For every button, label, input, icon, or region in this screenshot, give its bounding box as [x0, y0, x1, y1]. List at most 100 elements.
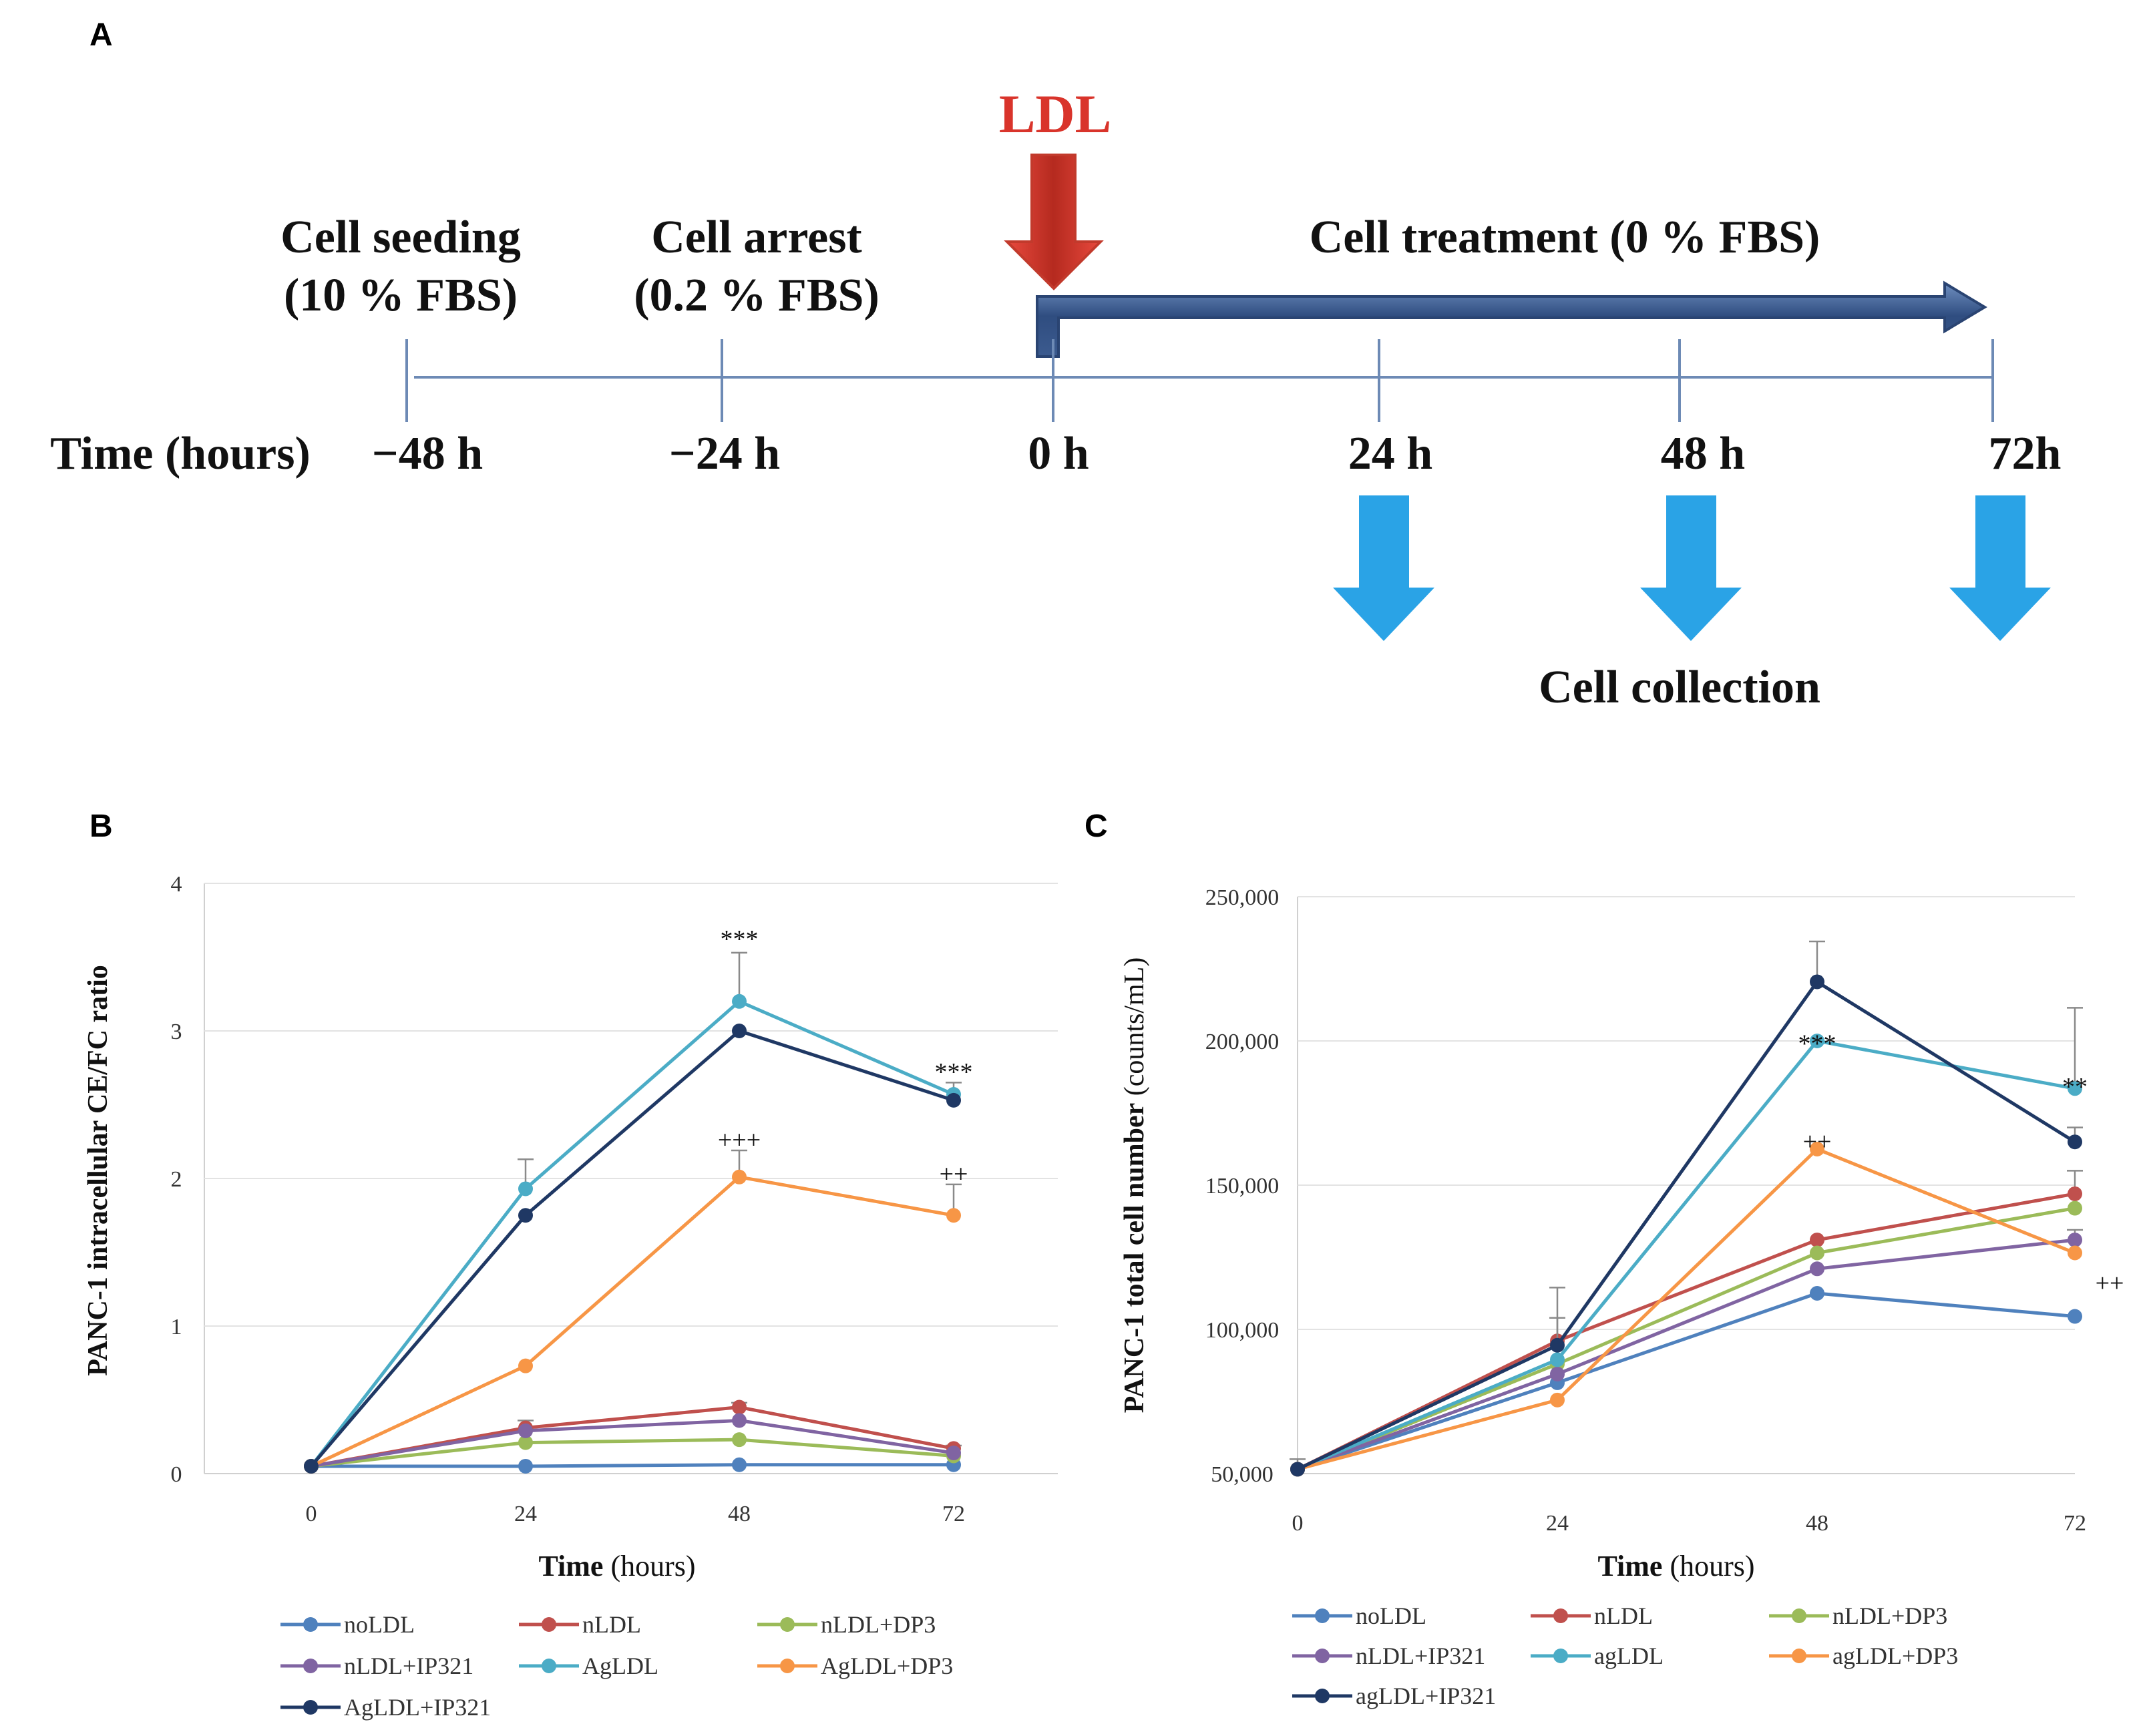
legend-label: AgLDL+IP321: [344, 1694, 491, 1721]
data-point: [1550, 1352, 1565, 1367]
legend-marker: [1792, 1608, 1806, 1623]
data-point: [518, 1435, 533, 1450]
chart-b-ytick-label: 4: [171, 872, 182, 897]
data-point: [2068, 1186, 2082, 1201]
legend-marker: [1553, 1649, 1568, 1663]
legend-label: agLDL+IP321: [1356, 1683, 1496, 1709]
data-point: [732, 1024, 747, 1038]
chart-b-ylabel: PANC-1 intracellular CE/FC ratio: [83, 965, 114, 1376]
chart-c-xlabel-bold: Time: [1597, 1550, 1662, 1582]
series-line-agldl-dp3: [1297, 1147, 2076, 1471]
legend-marker: [1315, 1689, 1330, 1703]
legend-label: noLDL: [344, 1611, 415, 1638]
data-point: [2068, 1081, 2082, 1096]
legend-label: nLDL+IP321: [1356, 1643, 1485, 1669]
data-point: [732, 1432, 747, 1448]
chart-b-xtick-label: 48: [728, 1502, 751, 1526]
chart-c-xtick-label: 0: [1292, 1511, 1304, 1536]
chart-b-xtick-label: 72: [942, 1502, 965, 1526]
data-point: [518, 1208, 533, 1223]
tick-label: −24 h: [669, 428, 780, 479]
data-point: [1550, 1366, 1565, 1381]
data-point: [2068, 1309, 2082, 1324]
legend-marker: [1315, 1608, 1330, 1623]
chart-c-ylabel: PANC-1 total cell number (counts/mL): [1119, 957, 1150, 1414]
data-point: [732, 1399, 747, 1415]
legend-label: AgLDL+DP3: [821, 1653, 953, 1679]
collection-arrow-icon: [1640, 495, 1742, 641]
legend-marker: [1553, 1608, 1568, 1623]
chart-c-ytick-label: 200,000: [1205, 1030, 1280, 1054]
data-point: [1810, 974, 1824, 990]
stage-seeding-sub: (10 % FBS): [284, 270, 518, 321]
series-line-agldl: [310, 1000, 954, 1468]
data-point: [1810, 1261, 1824, 1277]
legend-label: noLDL: [1356, 1602, 1426, 1629]
legend-label: nLDL+IP321: [344, 1653, 473, 1679]
panel-b-label: B: [89, 809, 113, 844]
chart-c-xtick-label: 24: [1546, 1511, 1569, 1536]
data-point: [732, 1457, 747, 1472]
chart-c-xlabel-rest: (hours): [1662, 1550, 1754, 1582]
data-point: [2068, 1134, 2082, 1150]
significance-annotation: **: [2062, 1073, 2088, 1101]
legend-label: agLDL+DP3: [1832, 1643, 1958, 1669]
panel-a-label: A: [89, 17, 113, 53]
data-point: [1550, 1392, 1565, 1407]
stage-arrest-sub: (0.2 % FBS): [634, 270, 880, 321]
series-line-noldl: [1297, 1291, 2076, 1471]
data-point: [2068, 1245, 2082, 1261]
legend-label: nLDL: [1594, 1602, 1653, 1629]
legend-marker: [780, 1659, 795, 1673]
chart-c-ytick-label: 100,000: [1205, 1318, 1280, 1343]
legend-marker: [303, 1617, 318, 1632]
collection-label: Cell collection: [1539, 662, 1820, 713]
legend-marker: [303, 1700, 318, 1715]
legend-marker: [303, 1659, 318, 1673]
data-point: [1810, 1245, 1824, 1261]
data-point: [1810, 1142, 1824, 1156]
significance-annotation: ***: [935, 1058, 973, 1086]
data-point: [1550, 1337, 1565, 1353]
data-point: [1810, 1286, 1824, 1301]
data-point: [518, 1358, 533, 1373]
chart-b-xlabel-rest: (hours): [603, 1550, 695, 1582]
chart-c-xtick-label: 72: [2064, 1511, 2086, 1536]
legend-label: nLDL+DP3: [1832, 1602, 1947, 1629]
significance-annotation: ++: [940, 1160, 968, 1188]
chart-c-ylabel-bold: PANC-1 total cell number: [1119, 1103, 1150, 1414]
data-point: [1810, 1233, 1824, 1248]
legend-label: nLDL+DP3: [821, 1611, 936, 1638]
chart-c-ylabel-rest: (counts/mL): [1119, 957, 1150, 1103]
chart-b-ytick-label: 1: [171, 1315, 182, 1339]
ldl-label: LDL: [999, 83, 1112, 144]
legend-marker: [1792, 1649, 1806, 1663]
chart-c-ytick-label: 50,000: [1211, 1462, 1274, 1487]
stage-arrest-title: Cell arrest: [651, 212, 862, 263]
data-point: [946, 1092, 961, 1108]
tick-label: 0 h: [1028, 428, 1089, 479]
ldl-arrow-icon: [1004, 154, 1104, 290]
data-point: [732, 1413, 747, 1428]
chart-c-ytick-label: 150,000: [1205, 1174, 1280, 1199]
chart-b-ytick-label: 3: [171, 1020, 182, 1044]
panel-c-label: C: [1085, 809, 1108, 844]
data-point: [732, 1169, 747, 1184]
series-line-nldl-ip321: [311, 1418, 954, 1468]
timeline-diagram: A LDL Cell seeding (10 % FBS) Cell arres…: [50, 17, 2061, 713]
data-point: [518, 1181, 533, 1197]
series-line-nldl-ip321: [1297, 1238, 2076, 1471]
chart-b-xlabel: Time (hours): [538, 1550, 695, 1582]
significance-annotation: +++: [718, 1126, 761, 1154]
significance-annotation: ***: [721, 925, 759, 953]
stage-treatment-title: Cell treatment (0 % FBS): [1310, 212, 1820, 263]
collection-arrow-icon: [1949, 495, 2051, 641]
series-line-nldl-dp3: [1297, 1207, 2076, 1471]
collection-arrow-icon: [1333, 495, 1434, 641]
series-line-agldl-dp3: [310, 1175, 954, 1468]
tick-label: 72h: [1989, 428, 2062, 479]
data-point: [1810, 1034, 1824, 1048]
data-point: [946, 1446, 961, 1461]
legend-marker: [542, 1659, 556, 1673]
